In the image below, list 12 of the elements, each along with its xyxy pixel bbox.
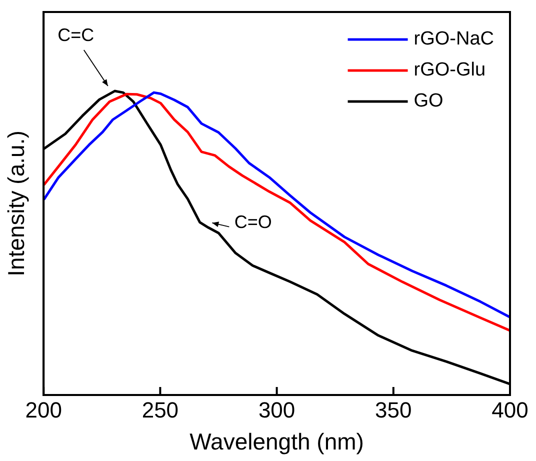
legend-label: rGO-Glu bbox=[414, 60, 486, 81]
y-axis-title: Intensity (a.u.) bbox=[3, 130, 30, 276]
x-axis-title: Wavelength (nm) bbox=[190, 428, 364, 455]
legend-label: GO bbox=[414, 90, 444, 112]
x-tick-label: 200 bbox=[25, 397, 62, 422]
annotation: C=C bbox=[58, 25, 94, 45]
x-tick-label: 350 bbox=[375, 397, 412, 422]
legend-label: rGO-NaC bbox=[414, 28, 494, 50]
x-tick-label: 250 bbox=[142, 397, 179, 422]
x-tick-label: 400 bbox=[492, 397, 528, 422]
annotation: C=O bbox=[234, 212, 272, 232]
x-tick-label: 300 bbox=[258, 397, 296, 422]
